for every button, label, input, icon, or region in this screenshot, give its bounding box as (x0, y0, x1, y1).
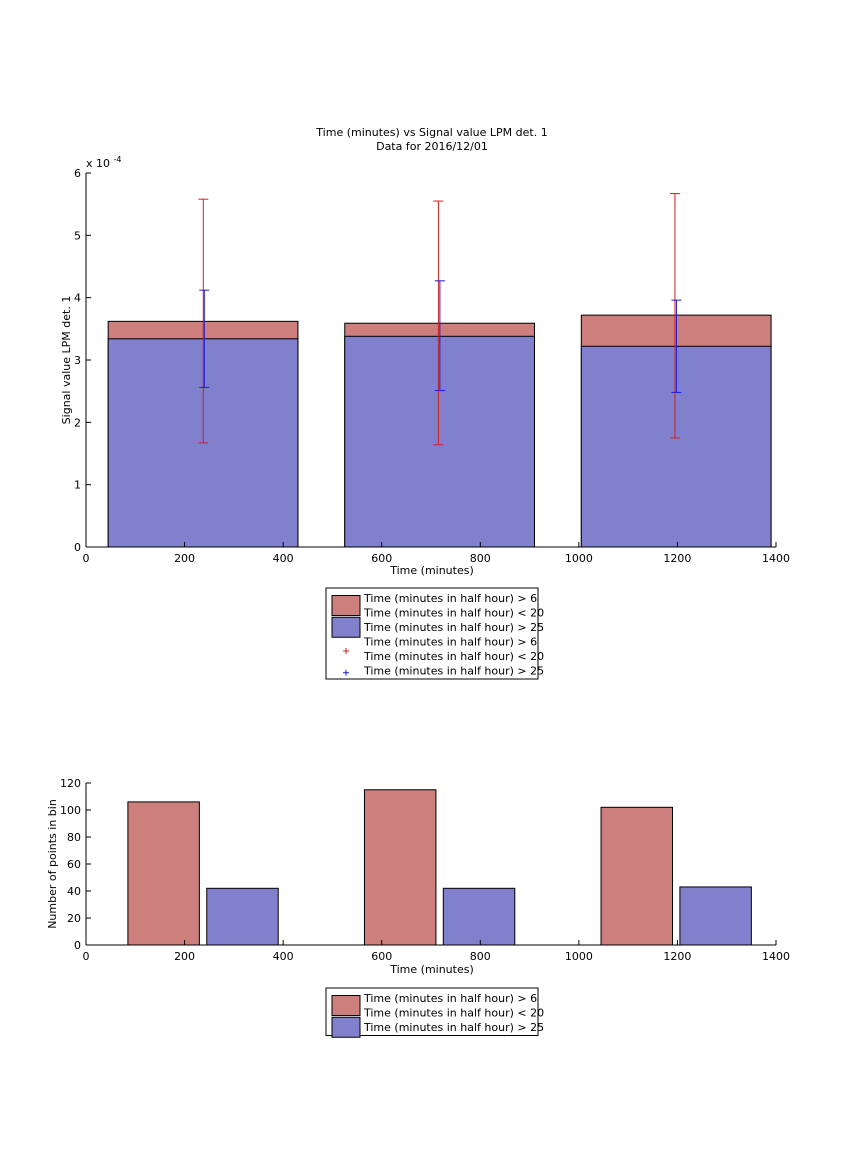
chart2-y-tick-label: 100 (60, 804, 81, 817)
chart1-subtitle: Data for 2016/12/01 (376, 140, 488, 153)
chart1-legend-label: Time (minutes in half hour) > 6 (363, 592, 537, 605)
chart2-x-tick-label: 400 (273, 950, 294, 963)
chart1-y-tick-label: 1 (74, 479, 81, 492)
chart1-x-tick-label: 1400 (762, 552, 790, 565)
chart1-xlabel: Time (minutes) (389, 564, 474, 577)
chart1-y-tick-label: 2 (74, 416, 81, 429)
chart2-legend-label: Time (minutes in half hour) < 20 (363, 1007, 544, 1020)
chart2-bar (127, 801, 200, 946)
chart2-x-tick-label: 0 (83, 950, 90, 963)
chart2-legend-swatch (331, 995, 361, 1016)
chart1-legend-label: Time (minutes in half hour) > 25 (363, 621, 544, 634)
chart2-x-tick-label: 600 (371, 950, 392, 963)
chart2-y-tick-label: 40 (67, 885, 81, 898)
chart2-legend-label: Time (minutes in half hour) > 6 (363, 992, 537, 1005)
chart1-x-tick-label: 200 (174, 552, 195, 565)
chart1-legend-swatch (331, 595, 361, 616)
chart1-x-tick-label: 600 (371, 552, 392, 565)
chart2-plot-area: 0 200 400 600 800 1000 1200 1400 0 20 40 60 80 100 120 (60, 777, 790, 963)
chart2-x-tick-label: 1200 (663, 950, 691, 963)
chart1-y-tick-label: 3 (74, 354, 81, 367)
chart2-x-tick-label: 1400 (762, 950, 790, 963)
chart2-xlabel: Time (minutes) (389, 963, 474, 976)
chart2-y-tick-label: 20 (67, 912, 81, 925)
chart2-bar (442, 887, 516, 946)
chart2-y-tick-label: 120 (60, 777, 81, 790)
chart1-x-tick-label: 1000 (565, 552, 593, 565)
chart2-legend-box (325, 987, 539, 1036)
chart1-legend-label: Time (minutes in half hour) < 20 (363, 607, 544, 620)
chart1-x-tick-label: 400 (273, 552, 294, 565)
chart1-y-exponent-power: -4 (114, 155, 122, 164)
chart1-y-tick-label: 5 (74, 229, 81, 242)
chart2-legend-label: Time (minutes in half hour) > 25 (363, 1021, 544, 1034)
chart2-legend-swatch (331, 1016, 361, 1038)
chart2-y-tick-label: 60 (67, 858, 81, 871)
chart1-plot-area: 0 200 400 600 800 1000 1200 1400 0 1 2 3 4 5 6 (74, 167, 790, 565)
chart1-y-tick-label: 0 (74, 541, 81, 554)
chart2-bar (206, 887, 279, 946)
chart2-bar (363, 789, 437, 946)
chart1-title: Time (minutes) vs Signal value LPM det. … (315, 126, 547, 139)
chart1-y-tick-label: 4 (74, 292, 81, 305)
chart2-legend: Time (minutes in half hour) > 6 Time (min… (325, 987, 544, 1038)
chart1-y-exponent-base: x 10 (86, 157, 110, 170)
chart2-x-tick-label: 800 (470, 950, 491, 963)
chart1-legend-label: Time (minutes in half hour) < 20 (363, 650, 544, 663)
chart1-legend-box (325, 587, 539, 680)
chart1-legend-label: Time (minutes in half hour) > 25 (363, 665, 544, 678)
chart1-x-tick-label: 1200 (663, 552, 691, 565)
chart2-x-tick-label: 200 (174, 950, 195, 963)
chart1-ylabel: Signal value LPM det. 1 (60, 296, 73, 425)
chart1-legend-label: Time (minutes in half hour) > 6 (363, 636, 537, 649)
chart2-y-tick-label: 80 (67, 831, 81, 844)
chart2-x-tick-label: 1000 (565, 950, 593, 963)
chart2-bar (600, 806, 673, 946)
chart1-y-exponent: x 10 -4 (86, 155, 122, 170)
chart1-x-tick-label: 800 (470, 552, 491, 565)
chart2-y-tick-label: 0 (74, 939, 81, 952)
chart2-ylabel: Number of points in bin (46, 799, 59, 929)
chart2-bar (679, 886, 752, 946)
chart1-legend-swatch (331, 616, 361, 638)
chart1-y-tick-label: 6 (74, 167, 81, 180)
chart1-x-tick-label: 0 (83, 552, 90, 565)
